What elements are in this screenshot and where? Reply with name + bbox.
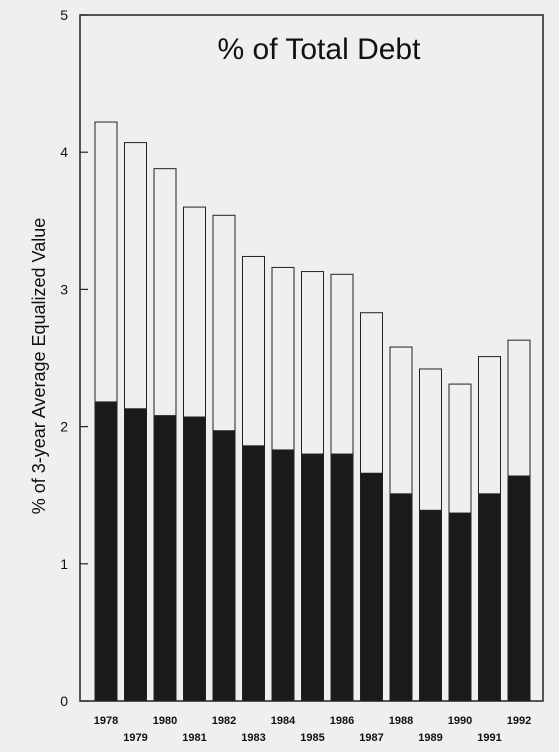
y-tick-label: 3 [60, 281, 68, 297]
bar-lower-segment [448, 512, 472, 702]
bar-lower-segment [124, 408, 147, 702]
x-tick-label: 1985 [300, 732, 324, 744]
x-tick-label: 1979 [123, 732, 147, 744]
x-tick-label: 1988 [389, 715, 413, 727]
x-tick-label: 1982 [212, 715, 236, 727]
x-tick-label: 1992 [507, 715, 531, 727]
bar-lower-segment [212, 430, 236, 702]
bar-upper-segment [478, 356, 501, 495]
y-tick-label: 0 [60, 693, 68, 709]
bars-layer [94, 121, 531, 702]
bar-lower-segment [507, 475, 531, 702]
bar-upper-segment [94, 121, 118, 403]
bar-upper-segment [507, 339, 531, 477]
x-tick-label: 1978 [94, 715, 118, 727]
bar-upper-segment [301, 271, 324, 455]
bar-upper-segment [389, 346, 413, 495]
x-tick-label: 1990 [448, 715, 472, 727]
chart-title: % of Total Debt [218, 33, 422, 66]
y-tick-label: 4 [60, 144, 68, 160]
x-tick-label: 1989 [418, 732, 442, 744]
bar-upper-segment [124, 142, 147, 410]
bar-lower-segment [271, 449, 295, 702]
x-tick-label: 1986 [330, 715, 354, 727]
x-tick-label: 1991 [477, 732, 501, 744]
bar-lower-segment [301, 453, 324, 702]
bar-upper-segment [153, 168, 177, 417]
bar-lower-segment [94, 401, 118, 702]
x-tick-label: 1984 [271, 715, 296, 727]
y-tick-label: 5 [60, 7, 68, 23]
bar-upper-segment [271, 266, 295, 451]
bar-lower-segment [360, 472, 383, 702]
bar-upper-segment [242, 255, 265, 447]
x-tick-label: 1980 [153, 715, 177, 727]
y-axis: 0 1 2 3 4 5 [60, 7, 88, 709]
bar-lower-segment [242, 445, 265, 702]
bar-lower-segment [478, 493, 501, 702]
bar-lower-segment [183, 416, 206, 702]
x-tick-label: 1983 [241, 732, 265, 744]
bar-upper-segment [183, 206, 206, 418]
bar-upper-segment [448, 383, 472, 514]
bar-upper-segment [212, 214, 236, 432]
y-tick-label: 1 [60, 556, 68, 572]
bar-upper-segment [419, 368, 442, 511]
bar-upper-segment [360, 312, 383, 474]
bar-lower-segment [389, 493, 413, 702]
bar-upper-segment [330, 273, 354, 455]
bar-lower-segment [153, 415, 177, 702]
x-tick-label: 1987 [359, 732, 383, 744]
y-tick-label: 2 [60, 419, 68, 435]
bar-lower-segment [330, 453, 354, 702]
x-axis: 1978 1979 1980 1981 1982 1983 1984 1985 1986 1987… [94, 715, 531, 744]
x-tick-label: 1981 [182, 732, 206, 744]
bar-lower-segment [419, 509, 442, 702]
y-axis-title: % of 3-year Average Equalized Value [29, 218, 49, 515]
